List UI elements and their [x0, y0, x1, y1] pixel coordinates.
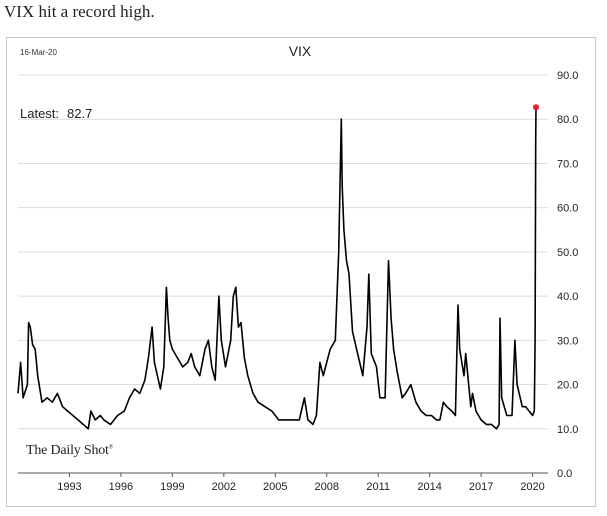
chart-title: VIX [288, 43, 312, 59]
y-tick-label: 20.0 [557, 380, 578, 392]
grid-lines [18, 74, 548, 474]
x-tick-label: 1996 [109, 481, 133, 493]
y-tick-label: 30.0 [557, 335, 578, 347]
y-tick-label: 40.0 [557, 291, 578, 303]
latest-value: 82.7 [67, 106, 93, 121]
x-tick-label: 1999 [160, 481, 184, 493]
x-axis-ticks: 1993 1996 1999 2002 2005 2008 2011 2014 2017 2020 [57, 473, 545, 493]
y-axis-ticks: 0.0 10.0 20.0 30.0 40.0 50.0 60.0 70.0 80.0 90.0 [557, 70, 578, 480]
vix-series-line [17, 107, 537, 430]
x-tick-label: 2008 [314, 481, 338, 493]
y-tick-label: 70.0 [557, 158, 578, 170]
x-tick-label: 2011 [366, 481, 390, 493]
y-tick-label: 60.0 [557, 203, 578, 215]
y-tick-label: 90.0 [557, 70, 578, 82]
x-tick-label: 2017 [469, 481, 493, 493]
x-tick-label: 2020 [520, 481, 544, 493]
y-tick-label: 0.0 [557, 468, 572, 480]
latest-annotation: Latest: 82.7 [20, 106, 92, 121]
x-tick-label: 1993 [57, 481, 81, 493]
y-tick-label: 50.0 [557, 247, 578, 259]
source-logo: The Daily Shot® [26, 443, 114, 458]
latest-point-marker [532, 104, 539, 111]
source-name: The Daily Shot [26, 443, 109, 458]
y-tick-label: 10.0 [557, 424, 578, 436]
date-label: 16-Mar-20 [20, 48, 57, 57]
caption: VIX hit a record high. [4, 2, 155, 21]
x-tick-label: 2002 [212, 481, 236, 493]
y-tick-label: 80.0 [557, 114, 578, 126]
latest-label: Latest: [20, 106, 60, 121]
x-tick-label: 2005 [263, 481, 287, 493]
x-tick-label: 2014 [417, 481, 441, 493]
